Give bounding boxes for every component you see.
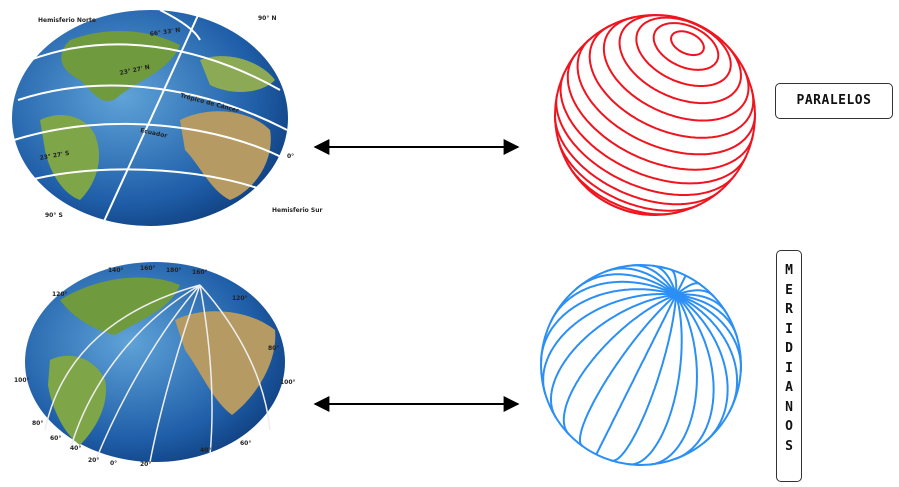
meridian (675, 274, 687, 296)
meridian (675, 294, 739, 413)
meridian (562, 293, 677, 436)
globe-label: 60° (50, 435, 61, 442)
parallel (618, 14, 742, 105)
globe-label: 20° (140, 461, 151, 468)
meridian (542, 293, 677, 395)
parallel (652, 22, 720, 71)
meridian (674, 294, 715, 461)
globe-top: Hemisferio Norte 90° N66° 33' N23° 27' NT… (12, 0, 322, 231)
globe-label: 100° (280, 379, 296, 386)
globe-label: Hemisferio Sur (272, 207, 322, 214)
globe-label: 40° (70, 445, 81, 452)
parallel (670, 30, 705, 57)
globe-label: 0° (287, 153, 294, 160)
meridian (549, 280, 677, 323)
parallels-sphere (554, 14, 756, 216)
globe-label: 80° (32, 420, 43, 427)
meridian (628, 294, 683, 466)
parallel (566, 162, 678, 216)
globe-bottom: 140° 160° 180° 160° 120° 120° 100° 80° 100° 80° 60… (14, 262, 296, 468)
globe-label: 160° (140, 265, 156, 272)
parallel (555, 93, 737, 196)
parallel (635, 16, 732, 87)
sphere-outline (554, 14, 756, 216)
globe-label: 90° S (45, 212, 63, 219)
parallels-label: PARALELOS (775, 83, 893, 119)
globe-label: 120° (52, 291, 68, 298)
globe-label: 60° (240, 440, 251, 447)
meridians-sphere (540, 264, 742, 466)
globe-label: 160° (192, 269, 208, 276)
meridian (550, 293, 677, 419)
globe-label: 90° N (258, 15, 276, 22)
globe-label: 140° (108, 267, 124, 274)
sphere-outline (540, 264, 742, 466)
meridians-text: MERIDIANOS (785, 263, 793, 454)
meridian (610, 294, 678, 462)
parallel (559, 73, 748, 185)
globe-label: 66° 33' N (149, 27, 180, 38)
meridian (649, 294, 699, 466)
meridians-label: MERIDIANOS (776, 250, 802, 482)
globe-label: 0° (110, 460, 117, 467)
globe-label: 80° (268, 345, 279, 352)
globe-label: 180° (166, 267, 182, 274)
meridian (675, 294, 729, 444)
globe-label: Hemisferio Norte (38, 17, 96, 24)
globe-label: 120° (232, 295, 248, 302)
globe-label: 100° (14, 377, 30, 384)
globe-label: 40° (200, 447, 211, 454)
parallel (554, 115, 722, 206)
meridian (595, 294, 677, 456)
meridian (540, 288, 677, 362)
parallel (557, 139, 702, 212)
meridian (579, 294, 677, 447)
globe-label: 20° (88, 457, 99, 464)
